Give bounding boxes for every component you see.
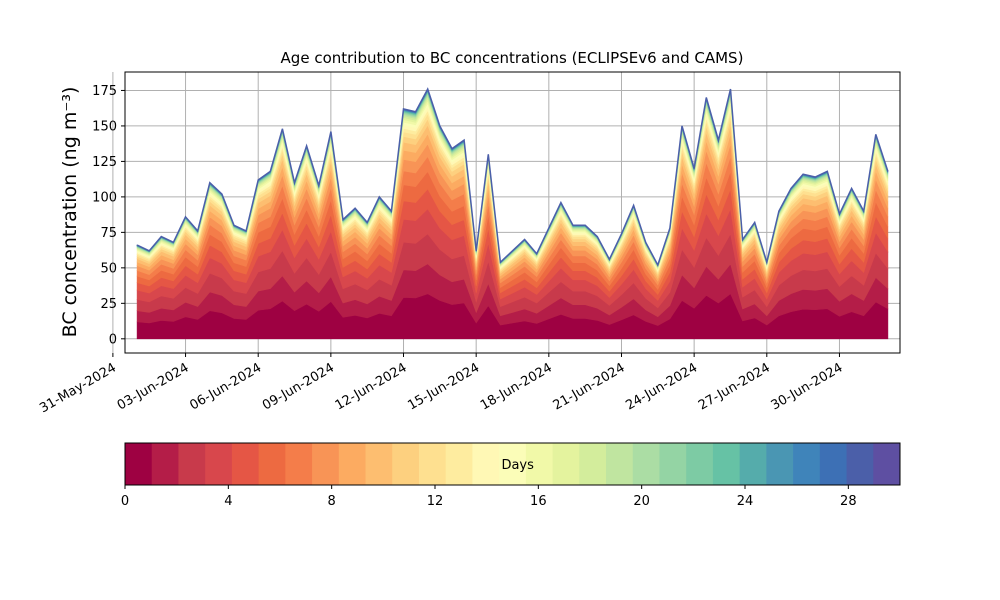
colorbar-swatch [392,443,420,485]
colorbar-swatch [606,443,634,485]
colorbar-swatch [819,443,848,485]
colorbar-swatch [739,443,767,485]
colorbar-swatch [312,443,340,485]
y-tick-label: 125 [92,155,117,170]
colorbar-swatch [258,443,286,485]
colorbar-swatch [499,443,527,485]
colorbar-swatch [579,443,607,485]
colorbar-swatch [338,443,367,485]
y-tick-label: 75 [100,226,117,241]
y-axis: 0 25 50 75 100 125 150 175 [92,84,125,347]
colorbar-swatch [125,443,153,485]
stacked-areas [136,87,889,340]
colorbar-swatch [472,443,500,485]
y-tick-label: 25 [100,297,117,312]
colorbar-tick-label: 0 [121,494,129,509]
colorbar-label: Days [501,458,534,473]
colorbar-swatch [178,443,206,485]
y-tick-label: 50 [100,261,117,276]
total-concentration-line [136,87,889,267]
colorbar-swatch [632,443,660,485]
colorbar-swatch [445,443,473,485]
colorbar-tick-label: 24 [737,494,754,509]
y-tick-label: 150 [92,119,117,134]
colorbar-swatch [846,443,874,485]
colorbar-tick-label: 8 [328,494,336,509]
y-tick-label: 175 [92,84,117,99]
colorbar-swatch [873,443,901,485]
colorbar-tick-label: 28 [840,494,857,509]
colorbar-swatch [151,443,179,485]
colorbar-swatch [659,443,687,485]
plot-frame [124,71,901,354]
y-axis-label: BC concentration (ng m⁻³) [59,87,81,338]
colorbar-swatch [205,443,233,485]
colorbar-swatch [712,443,741,485]
colorbar-tick-label: 4 [224,494,232,509]
colorbar-swatch [285,443,313,485]
colorbar: Days 0 4 8 12 16 20 24 28 [121,442,901,509]
colorbar-swatch [686,443,714,485]
colorbar-swatch [231,443,260,485]
colorbar-swatch [365,443,393,485]
colorbar-tick-label: 12 [427,494,444,509]
colorbar-swatch [525,443,554,485]
colorbar-tick-label: 16 [530,494,547,509]
colorbar-tick-label: 20 [633,494,650,509]
colorbar-swatch [766,443,794,485]
colorbar-frame [124,442,901,486]
colorbar-swatch [793,443,821,485]
colorbar-swatch [552,443,580,485]
y-tick-label: 0 [109,332,117,347]
chart-title: Age contribution to BC concentrations (E… [281,49,744,67]
colorbar-swatch [418,443,447,485]
y-tick-label: 100 [92,190,117,205]
